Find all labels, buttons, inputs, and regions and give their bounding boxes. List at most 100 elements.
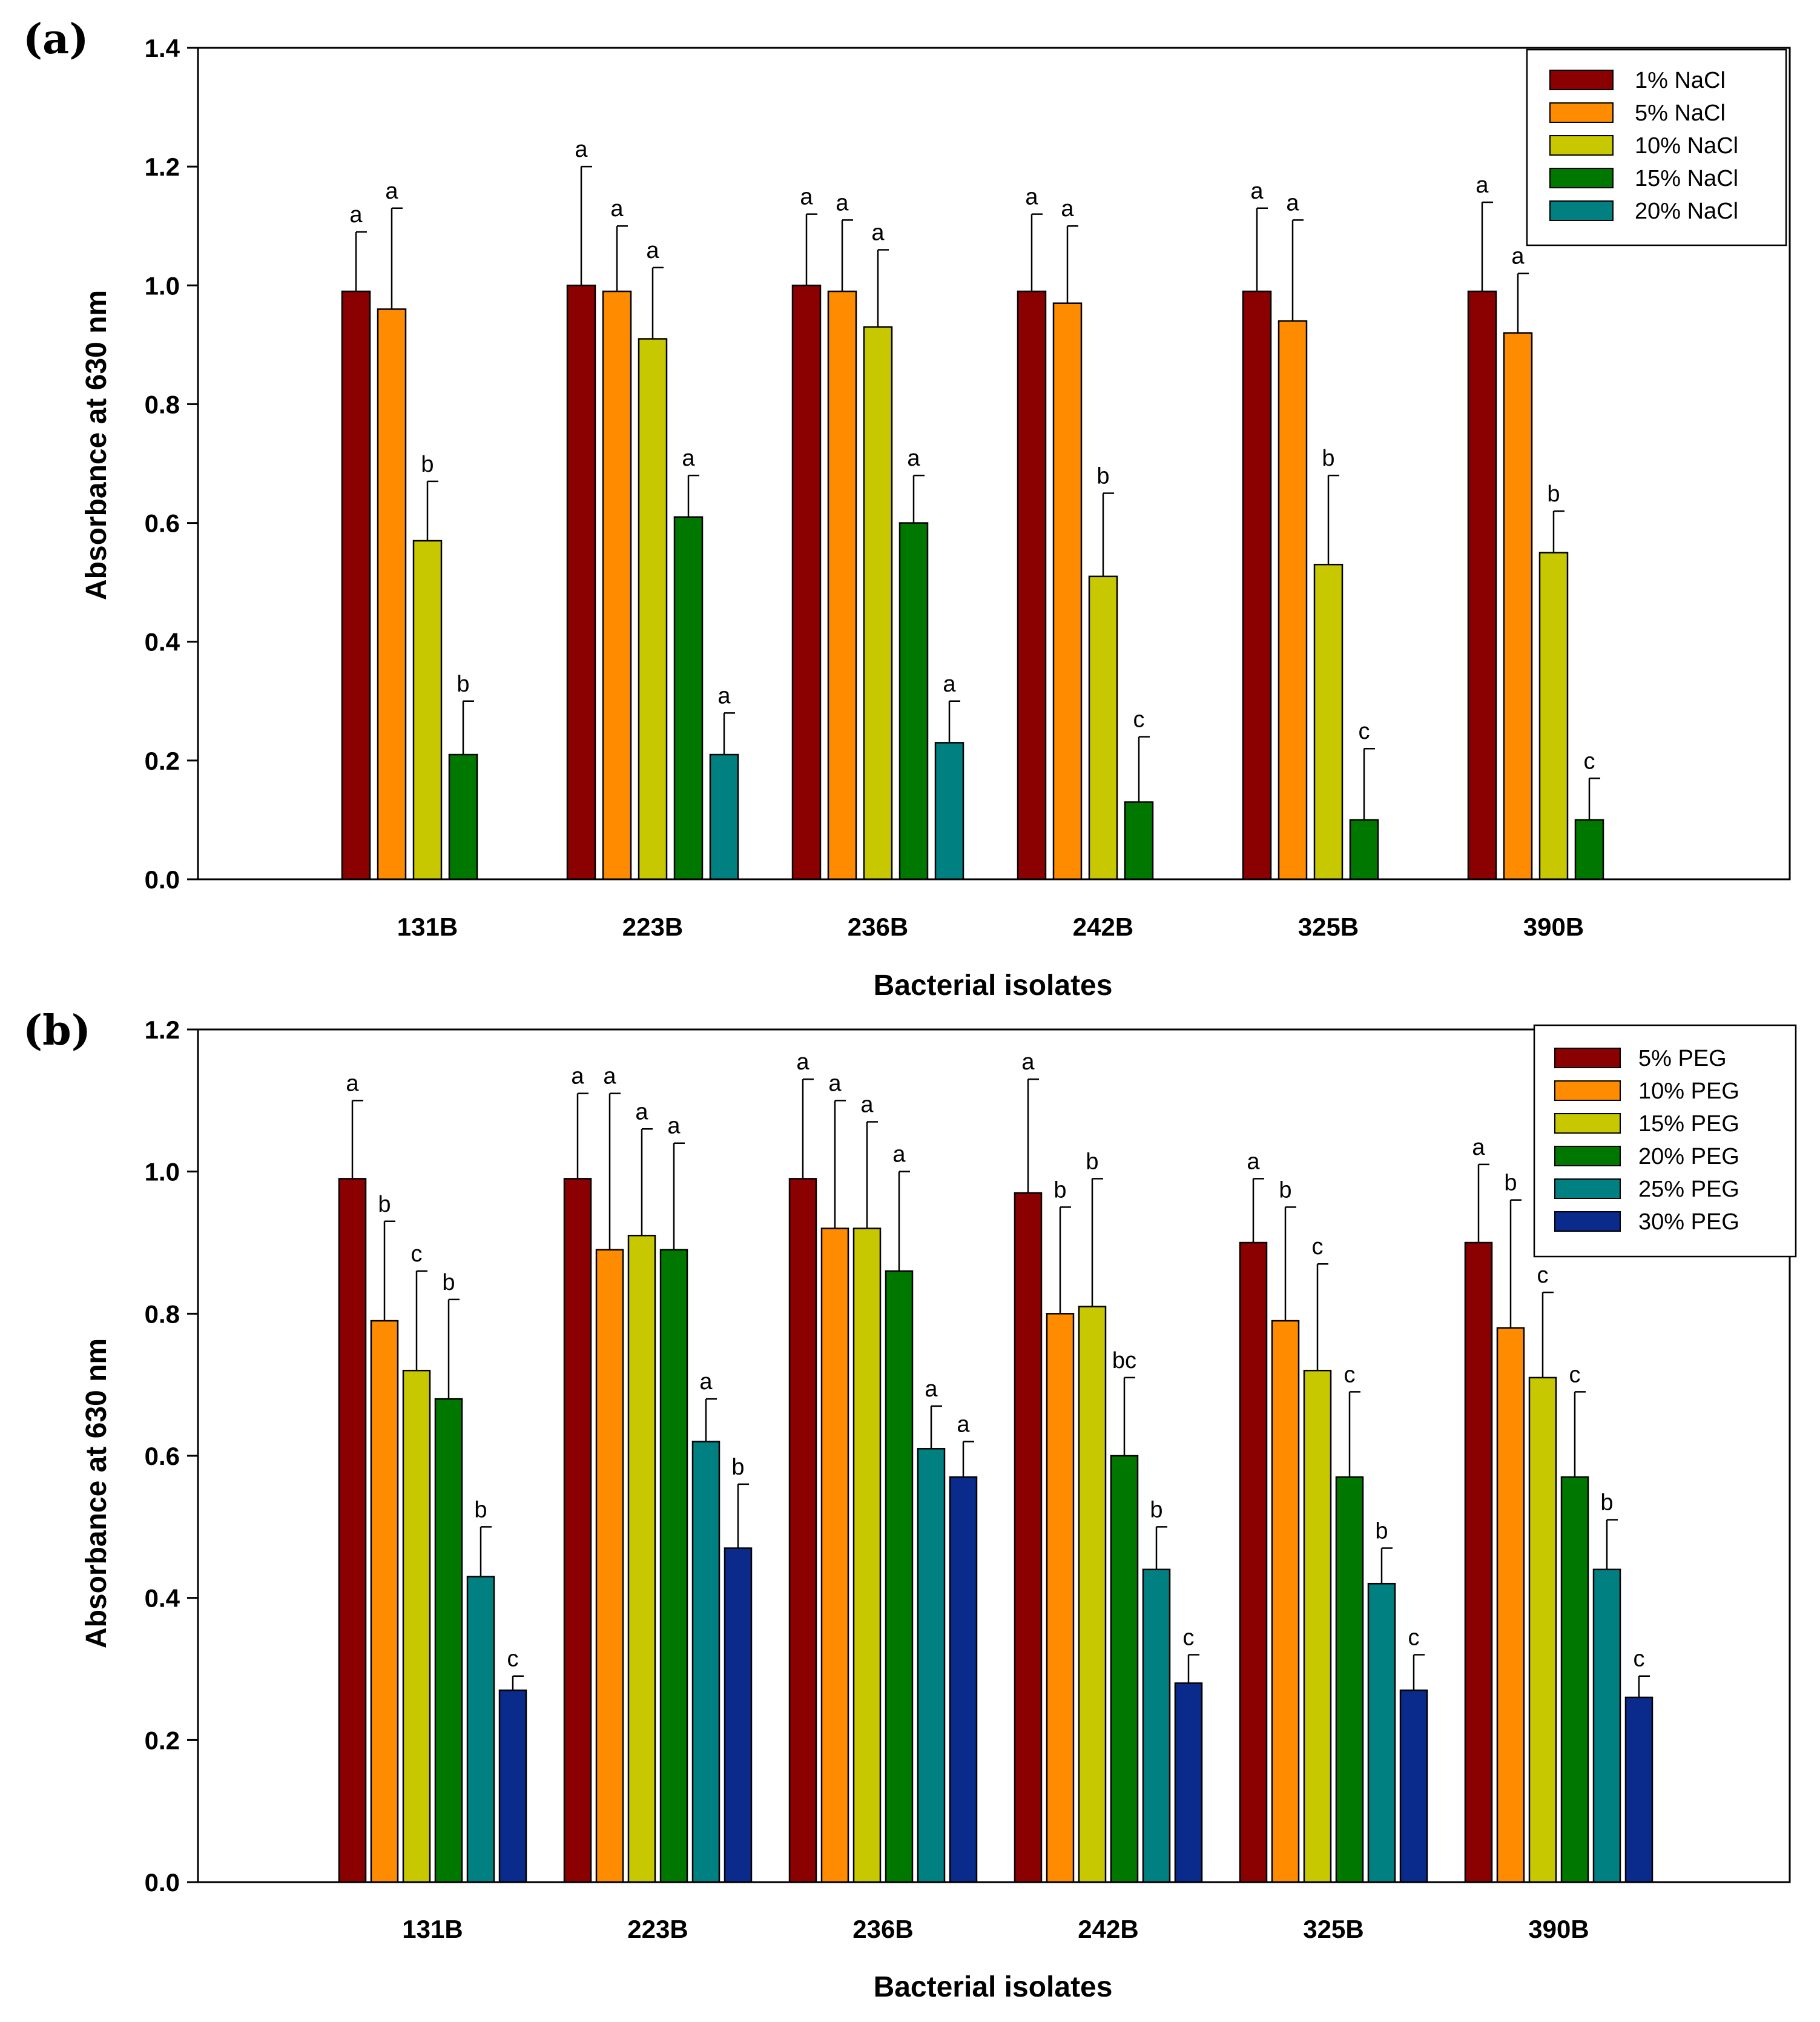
panel-a-bar: [709, 753, 739, 880]
panel-a-significance-letter: a: [385, 179, 398, 204]
panel-b-significance-letter: a: [925, 1376, 938, 1402]
panel-a-significance-letter: a: [1475, 173, 1489, 198]
panel-b-legend-label: 5% PEG: [1638, 1046, 1727, 1071]
panel-a-significance-letter: c: [1133, 707, 1145, 733]
panel-a-significance-letter: b: [1096, 464, 1109, 489]
panel-b-legend: 5% PEG 10% PEG 15% PEG 20% PEG 25% PEG 30% PE…: [1533, 1024, 1797, 1258]
panel-a-x-category-label: 236B: [848, 913, 908, 941]
panel-a-bar: [1538, 552, 1569, 880]
panel-b-bar: [402, 1369, 431, 1883]
panel-a-significance-letter: a: [907, 446, 920, 471]
panel-b-significance-letter: b: [1504, 1171, 1517, 1196]
panel-a-bar: [791, 285, 822, 880]
panel-b-bar: [466, 1576, 495, 1883]
panel-b-bar: [1367, 1582, 1396, 1883]
panel-b-y-tick-label: 0.4: [145, 1584, 180, 1613]
panel-a-bar: [341, 290, 371, 880]
panel-a-bar: [1124, 801, 1154, 880]
panel-a-x-axis: 131B 223B 236B 242B 325B 390B: [397, 913, 1584, 941]
panel-b-significance-letter: b: [378, 1192, 391, 1217]
panel-a-significance-letter: a: [1025, 185, 1038, 210]
panel-a-x-category-label: 131B: [397, 913, 458, 941]
panel-b-significance-letter: a: [1472, 1135, 1485, 1160]
panel-b-significance-letter: c: [1537, 1263, 1549, 1288]
panel-a-bar: [1088, 575, 1118, 880]
panel-b-bar: [659, 1249, 688, 1883]
panel-b-bar: [1528, 1376, 1557, 1883]
panel-a-bar: [863, 326, 893, 880]
panel-a-bar: [602, 290, 632, 880]
panel-a-bar: [1574, 819, 1604, 880]
panel-a-legend: 1% NaCl 5% NaCl 10% NaCl 15% NaCl 20% NaCl: [1526, 48, 1787, 246]
panel-b-legend-label: 30% PEG: [1638, 1209, 1739, 1235]
panel-b-significance-letter: c: [507, 1647, 519, 1672]
panel-a-bar: [898, 522, 929, 880]
panel-a-significance-letter: a: [836, 190, 849, 216]
panel-b-bar: [1271, 1320, 1300, 1883]
panel-b-y-tick-label: 0.2: [145, 1726, 180, 1754]
panel-a-bar: [412, 540, 443, 880]
panel-a-significance-letter: a: [349, 202, 363, 228]
panel-b-significance-letter: bc: [1112, 1348, 1136, 1373]
panel-b-bar: [1560, 1476, 1589, 1883]
panel-b-significance-letter: b: [1053, 1177, 1066, 1203]
panel-a-y-tick-label: 0.6: [145, 509, 180, 538]
panel-a-x-category-label: 223B: [622, 913, 683, 941]
panel-a-legend-swatch: [1549, 102, 1614, 123]
panel-b-bar: [1142, 1568, 1171, 1883]
panel-a-bar: [448, 753, 478, 880]
panel-b-significance-letter: a: [796, 1049, 809, 1075]
panel-b-y-tick-label: 0.0: [145, 1868, 180, 1897]
panel-b-bar: [691, 1441, 720, 1883]
panel-b-bar: [595, 1249, 624, 1883]
panel-a-significance-letter: b: [1322, 446, 1334, 471]
panel-a-x-category-label: 325B: [1298, 913, 1359, 941]
panel-b-bar: [563, 1178, 592, 1883]
panel-b-significance-letter: a: [892, 1142, 906, 1168]
panel-b-bar: [1303, 1369, 1332, 1883]
panel-a-significance-letter: c: [1584, 748, 1595, 774]
panel-b-x-category-label: 390B: [1528, 1915, 1589, 1943]
panel-a-bar: [1052, 302, 1083, 880]
panel-b-bar: [338, 1178, 367, 1883]
panel-b-legend-label: 10% PEG: [1638, 1079, 1739, 1104]
panel-a-bar: [1313, 563, 1344, 880]
panel-a-legend-label: 5% NaCl: [1635, 101, 1726, 126]
panel-b-bar: [498, 1689, 527, 1883]
panel-b-y-tick-label: 0.8: [145, 1300, 180, 1328]
panel-b-significance-letter: c: [1634, 1647, 1645, 1672]
panel-b-significance-letter: c: [411, 1241, 423, 1267]
panel-a-legend-label: 20% NaCl: [1635, 199, 1738, 224]
panel-b-y-tick-label: 1.0: [145, 1158, 180, 1186]
panel-b-bar: [1624, 1696, 1653, 1883]
panel-b-bar: [1399, 1689, 1428, 1883]
panel-a-significance-letter: a: [1511, 244, 1525, 269]
panel-b: (b) Bacterial isolates Absorbance at 630…: [23, 1006, 1797, 2003]
panel-b-plot-frame: [197, 1028, 1791, 1883]
panel-a-bar: [1278, 320, 1308, 880]
panel-b-bar: [1078, 1306, 1107, 1883]
panel-a-legend-swatch: [1549, 70, 1614, 90]
panel-a-y-axis-title: Absorbance at 630 nm: [81, 290, 113, 600]
panel-a-x-axis-title: Bacterial isolates: [874, 970, 1113, 1002]
panel-b-x-category-label: 223B: [627, 1915, 688, 1943]
panel-b-bar: [1239, 1241, 1268, 1883]
panel-a-significance-letter: a: [800, 185, 813, 210]
panel-b-significance-letter: c: [1183, 1625, 1195, 1651]
panel-a-significance-letter: a: [646, 238, 659, 263]
panel-a-y-axis: 0.0 0.2 0.4 0.6 0.8 1.0 1.2 1.4: [145, 34, 198, 894]
panel-a-bar: [638, 338, 668, 880]
panel-a-legend-label: 1% NaCl: [1635, 68, 1726, 93]
panel-a-significance-letter: b: [1547, 481, 1560, 507]
panel-b-legend-swatch: [1554, 1178, 1621, 1199]
panel-a-significance-letter: a: [1286, 190, 1299, 216]
panel-b-legend-label: 20% PEG: [1638, 1144, 1739, 1169]
panel-b-significance-letter: a: [860, 1092, 874, 1118]
panel-a-bar: [1503, 332, 1533, 880]
panel-a-bar: [1467, 290, 1497, 880]
panel-b-bar: [1046, 1313, 1075, 1883]
panel-b-legend-swatch: [1554, 1113, 1621, 1134]
panel-b-bar: [917, 1448, 946, 1883]
